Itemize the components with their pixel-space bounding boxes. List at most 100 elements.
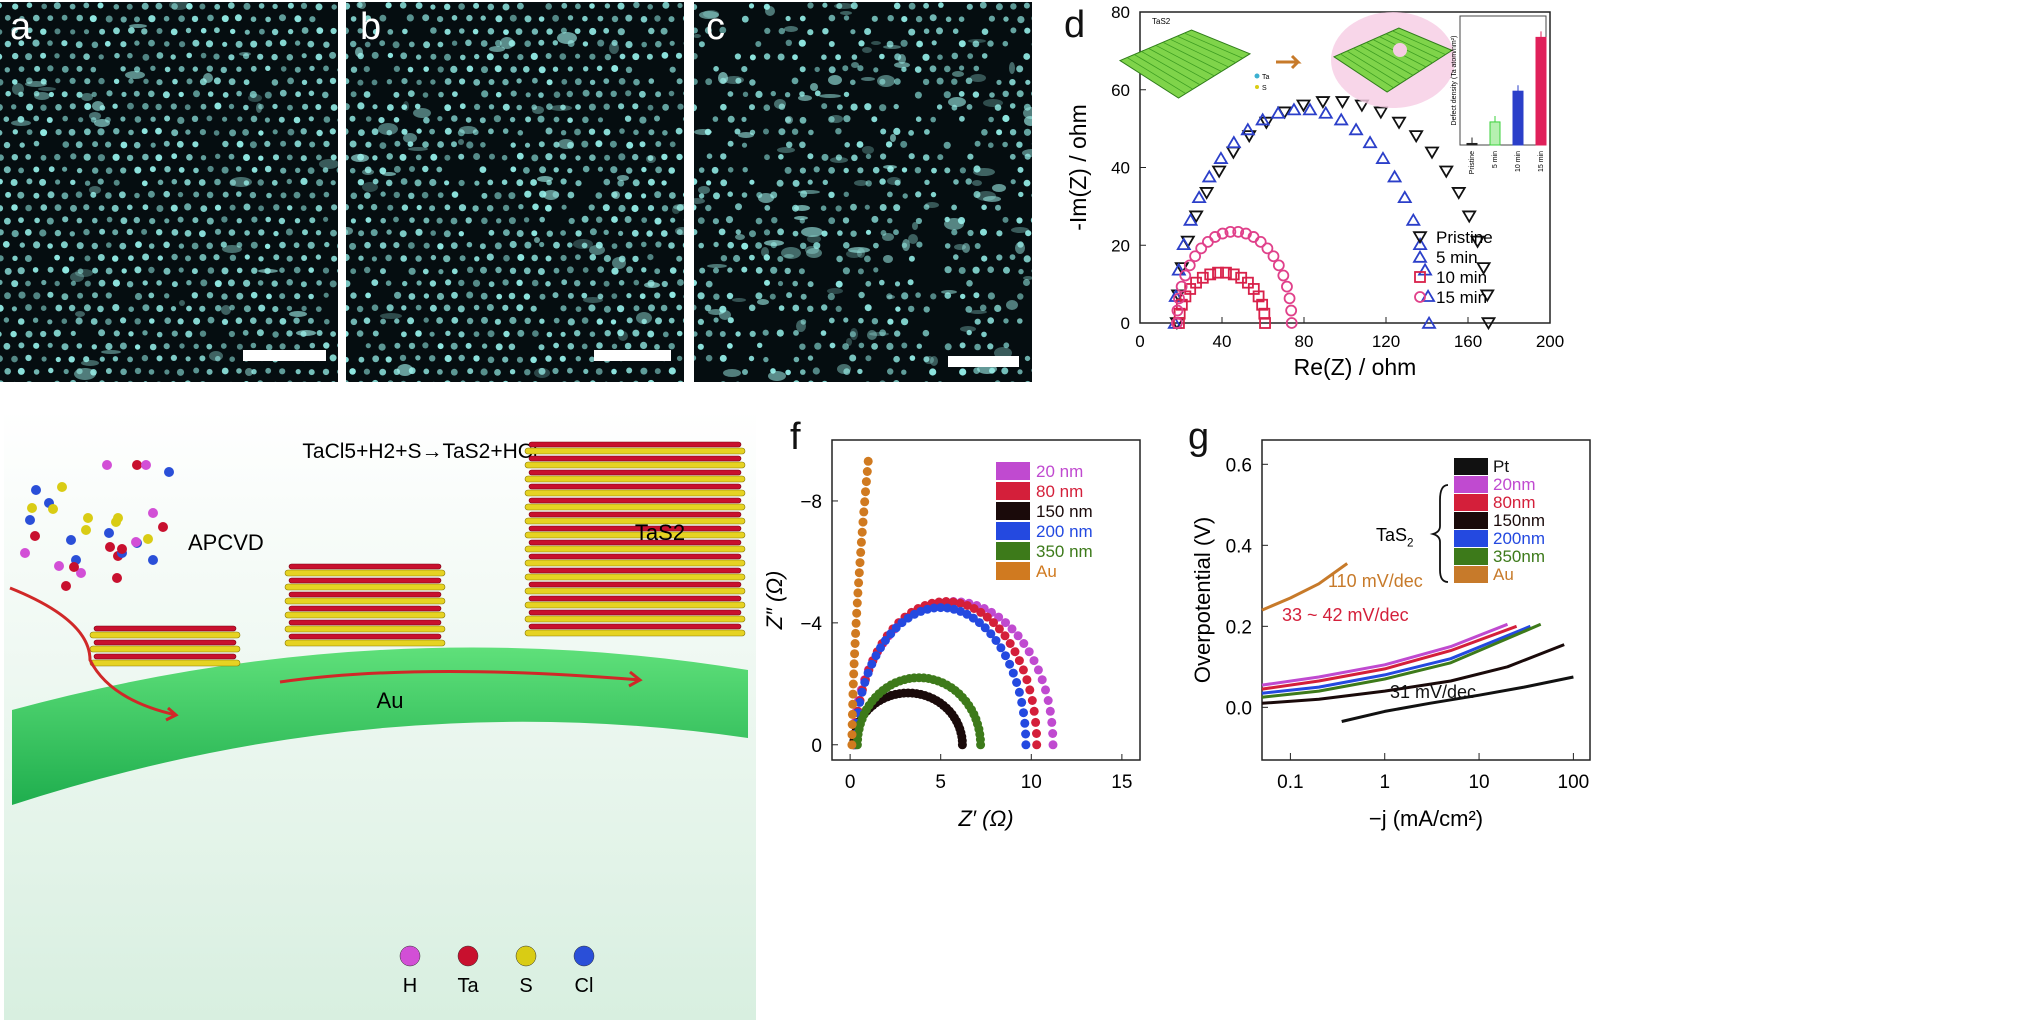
atom-dot bbox=[221, 216, 228, 223]
atom-dot bbox=[148, 15, 156, 23]
atom-dot bbox=[228, 78, 236, 86]
atom-dot bbox=[266, 192, 272, 199]
y-tick-label: 0 bbox=[1121, 314, 1130, 333]
tantalum-layer bbox=[288, 563, 442, 570]
atom-dot bbox=[114, 52, 120, 59]
noise-blob bbox=[784, 254, 794, 258]
precursor-atom bbox=[69, 562, 79, 572]
atom-dot bbox=[0, 53, 3, 60]
atom-dot bbox=[128, 331, 134, 337]
atom-dot bbox=[479, 117, 486, 124]
atom-dot bbox=[561, 204, 567, 210]
atom-dot bbox=[185, 330, 193, 338]
atom-dot bbox=[443, 304, 451, 312]
tantalum-layer bbox=[288, 605, 442, 612]
atom-dot bbox=[676, 78, 683, 85]
data-point bbox=[1408, 130, 1424, 144]
atom-dot bbox=[872, 166, 880, 174]
atom-dot bbox=[134, 116, 142, 123]
noise-blob bbox=[358, 2, 366, 9]
atom-dot bbox=[618, 204, 626, 213]
atom-dot bbox=[503, 229, 510, 237]
atom-dot bbox=[1009, 254, 1016, 260]
data-point bbox=[1191, 190, 1207, 204]
atom-dot bbox=[624, 115, 632, 122]
atom-dot bbox=[142, 304, 150, 312]
data-point bbox=[1295, 99, 1312, 113]
atom-dot bbox=[97, 178, 104, 185]
noise-blob bbox=[694, 34, 701, 38]
atom-dot bbox=[1003, 16, 1009, 22]
atom-dot bbox=[704, 304, 712, 312]
atom-dot bbox=[981, 28, 989, 35]
atom-dot bbox=[220, 343, 227, 349]
atom-dot bbox=[988, 142, 994, 148]
noise-blob bbox=[777, 147, 795, 153]
atom-dot bbox=[40, 52, 47, 59]
atom-dot bbox=[1001, 367, 1009, 375]
atom-dot bbox=[243, 154, 250, 161]
atom-dot bbox=[236, 267, 243, 274]
atom-dot bbox=[422, 268, 429, 275]
atom-dot bbox=[39, 229, 47, 237]
atom-dot bbox=[62, 115, 68, 122]
atom-dot bbox=[280, 140, 287, 147]
atom-dot bbox=[69, 3, 76, 10]
panel-label-d: d bbox=[1064, 4, 1086, 46]
atom-dot bbox=[330, 27, 337, 35]
atom-dot bbox=[294, 66, 301, 73]
atom-dot bbox=[337, 68, 338, 72]
noise-blob bbox=[908, 234, 918, 244]
atom-dot bbox=[265, 16, 271, 23]
sheet-grid bbox=[1155, 44, 1215, 77]
atom-dot bbox=[346, 204, 349, 211]
atom-dot bbox=[287, 205, 293, 211]
data-point bbox=[1362, 135, 1378, 149]
atom-dot bbox=[401, 331, 407, 338]
data-point bbox=[1226, 135, 1242, 149]
data-point bbox=[1182, 212, 1199, 226]
atom-dot bbox=[18, 342, 25, 349]
atom-dot bbox=[856, 141, 864, 148]
atom-dot bbox=[379, 242, 387, 249]
atom-dot bbox=[33, 342, 40, 349]
atom-dot bbox=[517, 2, 524, 10]
atom-dot bbox=[279, 89, 287, 97]
noise-blob bbox=[819, 94, 841, 98]
legend-label: 350 nm bbox=[1036, 542, 1093, 561]
atom-dot bbox=[974, 318, 981, 325]
atom-dot bbox=[423, 293, 430, 299]
noise-blob bbox=[489, 46, 505, 52]
atom-dot bbox=[358, 255, 364, 261]
atom-dot bbox=[981, 204, 987, 211]
data-point bbox=[1285, 317, 1298, 329]
atom-dot bbox=[385, 356, 392, 363]
atom-dot bbox=[215, 355, 221, 362]
atom-dot bbox=[25, 330, 33, 338]
data-point bbox=[1000, 631, 1010, 641]
atom-dot bbox=[459, 255, 466, 262]
noise-blob bbox=[34, 92, 50, 100]
data-point bbox=[955, 598, 965, 608]
data-point bbox=[1216, 227, 1229, 240]
atom-dot bbox=[120, 66, 126, 72]
data-point bbox=[852, 608, 862, 618]
atom-dot bbox=[611, 293, 618, 299]
noise-blob bbox=[798, 95, 812, 101]
atom-dot bbox=[287, 28, 294, 35]
atom-dot bbox=[148, 369, 155, 375]
atom-dot bbox=[293, 242, 300, 249]
atom-dot bbox=[47, 40, 53, 46]
atom-dot bbox=[380, 268, 386, 275]
data-point bbox=[850, 649, 860, 659]
atom-dot bbox=[748, 3, 755, 9]
atom-dot bbox=[474, 103, 481, 110]
atom-dot bbox=[850, 230, 857, 237]
atom-dot bbox=[294, 344, 300, 350]
flow-arrowhead-right bbox=[628, 670, 643, 688]
atom-dot bbox=[113, 330, 120, 337]
atom-dot bbox=[213, 130, 220, 136]
atom-dot bbox=[712, 218, 719, 225]
plot-frame bbox=[1261, 439, 1591, 761]
